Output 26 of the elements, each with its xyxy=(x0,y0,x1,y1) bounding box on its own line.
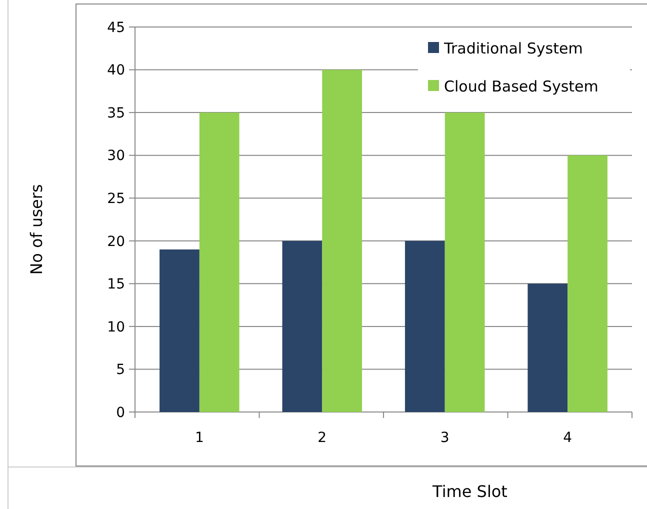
legend-label: Traditional System xyxy=(443,39,583,58)
bar xyxy=(199,112,240,412)
y-tick-label: 35 xyxy=(107,105,125,122)
x-tick-label: 3 xyxy=(440,430,450,446)
legend-label: Cloud Based System xyxy=(444,77,598,96)
bar xyxy=(322,70,362,412)
y-tick-label: 0 xyxy=(116,404,125,421)
y-tick-label: 5 xyxy=(116,362,125,378)
y-tick-label: 40 xyxy=(107,62,125,79)
y-tick-label: 10 xyxy=(107,319,125,336)
bar xyxy=(160,249,200,412)
x-tick-label: 4 xyxy=(563,430,572,446)
x-tick-label: 2 xyxy=(318,430,327,446)
bar xyxy=(528,284,568,412)
y-tick-label: 30 xyxy=(107,148,125,164)
x-axis-title: Time Slot xyxy=(432,482,508,501)
y-axis-title: No of users xyxy=(27,184,46,275)
y-tick-label: 20 xyxy=(107,234,125,250)
bar xyxy=(568,155,608,412)
y-tick-label: 15 xyxy=(107,276,125,293)
y-tick-label: 45 xyxy=(107,20,125,36)
y-tick-label: 25 xyxy=(107,191,125,208)
x-tick-label: 1 xyxy=(194,430,204,446)
bar xyxy=(444,112,485,412)
bar xyxy=(404,240,445,412)
bar xyxy=(282,240,322,412)
